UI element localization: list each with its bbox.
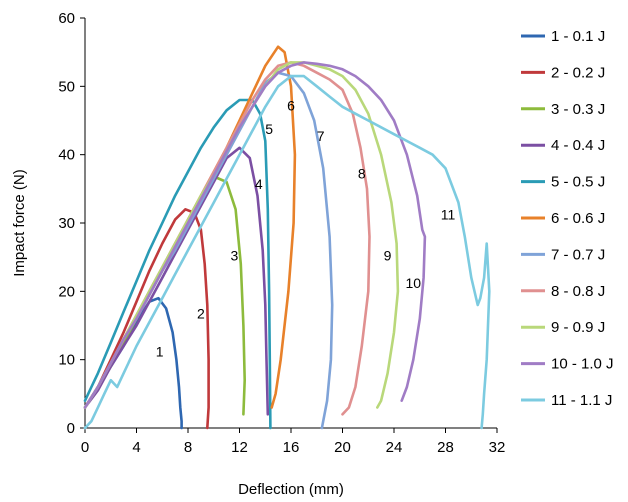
x-tick-label: 8 xyxy=(184,439,192,456)
x-tick-label: 0 xyxy=(81,439,89,456)
curve-label-7: 7 xyxy=(317,128,325,144)
curve-labels: 1 2 3 4 56 7 8 9 10 11 xyxy=(156,97,456,359)
curve-label-9: 9 xyxy=(384,248,392,264)
legend-label-8: 8 - 0.8 J xyxy=(551,283,605,300)
y-tick-label: 40 xyxy=(58,147,75,164)
y-tick-label: 60 xyxy=(58,10,75,27)
curve-label-3: 3 xyxy=(230,248,238,264)
y-tick-label: 20 xyxy=(58,283,75,300)
legend-label-1: 1 - 0.1 J xyxy=(551,28,605,45)
legend-label-7: 7 - 0.7 J xyxy=(551,246,605,263)
curve-label-5: 5 xyxy=(265,121,273,137)
series-line-4 xyxy=(83,146,270,416)
x-tick-label: 24 xyxy=(386,439,403,456)
curve-label-1: 1 xyxy=(156,343,164,359)
series-line-5 xyxy=(83,98,272,430)
series-layer xyxy=(83,45,491,430)
legend-label-5: 5 - 0.5 J xyxy=(551,174,605,191)
y-tick-label: 50 xyxy=(58,78,75,95)
x-tick-label: 20 xyxy=(334,439,351,456)
x-tick-label: 4 xyxy=(132,439,140,456)
curve-label-8: 8 xyxy=(358,166,366,182)
y-tick-label: 10 xyxy=(58,352,75,369)
curve-label-2: 2 xyxy=(197,306,205,322)
legend-label-3: 3 - 0.3 J xyxy=(551,101,605,118)
legend-label-10: 10 - 1.0 J xyxy=(551,356,614,373)
y-tick-label: 0 xyxy=(67,420,75,437)
x-tick-label: 28 xyxy=(437,439,454,456)
curve-label-6: 6 xyxy=(287,97,295,113)
series-line-2 xyxy=(83,208,210,430)
curve-label-10: 10 xyxy=(406,275,422,291)
x-tick-label: 16 xyxy=(283,439,300,456)
series-line-10 xyxy=(83,61,427,409)
legend-label-9: 9 - 0.9 J xyxy=(551,319,605,336)
x-tick-label: 12 xyxy=(231,439,248,456)
series-line-9 xyxy=(83,61,400,409)
y-axis-label: Impact force (N) xyxy=(11,169,28,277)
x-tick-label: 32 xyxy=(489,439,506,456)
series-line-1 xyxy=(83,296,183,430)
legend-label-2: 2 - 0.2 J xyxy=(551,64,605,81)
series-line-11 xyxy=(83,74,491,430)
legend-label-4: 4 - 0.4 J xyxy=(551,137,605,154)
curve-label-11: 11 xyxy=(441,207,456,223)
y-tick-label: 30 xyxy=(58,215,75,232)
x-axis-label: Deflection (mm) xyxy=(238,481,344,498)
curve-label-4: 4 xyxy=(255,176,263,192)
legend-label-11: 11 - 1.1 J xyxy=(551,392,612,409)
legend: 1 - 0.1 J 2 - 0.2 J 3 - 0.3 J 4 - 0.4 J 5 - … xyxy=(521,28,614,409)
legend-label-6: 6 - 0.6 J xyxy=(551,210,605,227)
series-line-8 xyxy=(83,61,371,416)
